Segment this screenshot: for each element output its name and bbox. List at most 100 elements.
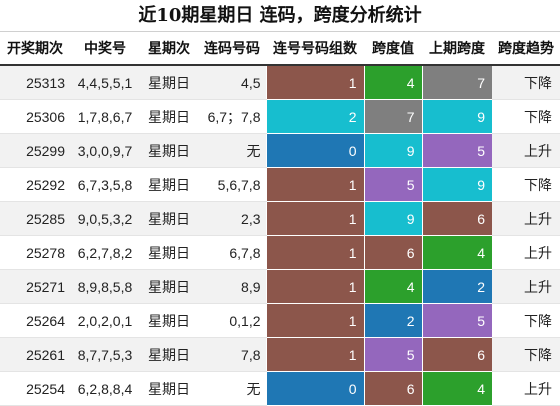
cell-trend: 上升 — [492, 235, 560, 270]
cell-prev-span: 5 — [421, 133, 492, 168]
cell-groups: 0 — [265, 133, 364, 168]
cell-consec: 8,9 — [198, 269, 266, 304]
cell-span: 7 — [363, 99, 422, 134]
stats-table: 开奖期次 中奖号 星期次 连码号码 连号号码组数 跨度值 上期跨度 跨度趋势 2… — [0, 32, 560, 406]
header-issue: 开奖期次 — [0, 32, 70, 66]
cell-trend: 上升 — [492, 201, 560, 236]
cell-span: 9 — [363, 201, 422, 236]
cell-numbers: 4,4,5,5,1 — [70, 65, 140, 100]
cell-weekday: 星期日 — [140, 235, 198, 270]
cell-groups: 1 — [265, 269, 364, 304]
cell-prev-span: 9 — [421, 99, 492, 134]
cell-numbers: 1,7,8,6,7 — [70, 99, 140, 134]
cell-issue: 25261 — [0, 337, 70, 372]
cell-issue: 25313 — [0, 65, 70, 100]
cell-weekday: 星期日 — [140, 303, 198, 338]
cell-groups: 1 — [265, 65, 364, 100]
table-row: 25313 4,4,5,5,1 星期日 4,5 1 4 7 下降 — [0, 65, 560, 100]
cell-groups: 0 — [265, 371, 364, 406]
cell-numbers: 9,0,5,3,2 — [70, 201, 140, 236]
page-title: 近10期星期日 连码，跨度分析统计 — [0, 0, 560, 32]
cell-weekday: 星期日 — [140, 167, 198, 202]
cell-issue: 25306 — [0, 99, 70, 134]
cell-consec: 无 — [198, 371, 266, 406]
cell-consec: 6,7；7,8 — [198, 99, 266, 134]
cell-trend: 下降 — [492, 99, 560, 134]
cell-weekday: 星期日 — [140, 201, 198, 236]
cell-numbers: 8,7,7,5,3 — [70, 337, 140, 372]
cell-issue: 25278 — [0, 235, 70, 270]
cell-numbers: 8,9,8,5,8 — [70, 269, 140, 304]
table-row: 25299 3,0,0,9,7 星期日无 0 9 5 上升 — [0, 133, 560, 168]
cell-consec: 2,3 — [198, 201, 266, 236]
cell-span: 6 — [363, 235, 422, 270]
cell-weekday: 星期日 — [140, 65, 198, 100]
table-row: 25292 6,7,3,5,8 星期日 5,6,7,8 1 5 9 下降 — [0, 167, 560, 202]
cell-span: 5 — [363, 167, 422, 202]
cell-weekday: 星期日 — [140, 337, 198, 372]
cell-prev-span: 2 — [421, 269, 492, 304]
cell-trend: 上升 — [492, 371, 560, 406]
cell-prev-span: 5 — [421, 303, 492, 338]
cell-trend: 上升 — [492, 269, 560, 304]
cell-consec: 6,7,8 — [198, 235, 266, 270]
cell-weekday: 星期日 — [140, 371, 198, 406]
cell-groups: 1 — [265, 167, 364, 202]
cell-issue: 25254 — [0, 371, 70, 406]
cell-consec: 无 — [198, 133, 266, 168]
cell-weekday: 星期日 — [140, 269, 198, 304]
table-row: 25306 1,7,8,6,7 星期日 6,7；7,8 2 7 9 下降 — [0, 99, 560, 134]
cell-consec: 5,6,7,8 — [198, 167, 266, 202]
cell-groups: 1 — [265, 235, 364, 270]
table-row: 25285 9,0,5,3,2 星期日 2,3 1 9 6 上升 — [0, 201, 560, 236]
header-weekday: 星期次 — [140, 32, 198, 66]
cell-numbers: 6,2,7,8,2 — [70, 235, 140, 270]
header-groups: 连号号码组数 — [266, 32, 364, 66]
cell-groups: 1 — [265, 337, 364, 372]
cell-prev-span: 7 — [421, 65, 492, 100]
cell-issue: 25285 — [0, 201, 70, 236]
cell-issue: 25292 — [0, 167, 70, 202]
cell-prev-span: 4 — [421, 371, 492, 406]
cell-trend: 上升 — [492, 133, 560, 168]
cell-span: 5 — [363, 337, 422, 372]
table-row: 25278 6,2,7,8,2 星期日 6,7,8 1 6 4 上升 — [0, 235, 560, 270]
cell-trend: 下降 — [492, 303, 560, 338]
table-row: 25271 8,9,8,5,8 星期日 8,9 1 4 2 上升 — [0, 269, 560, 304]
table-row: 25254 6,2,8,8,4 星期日无 0 6 4 上升 — [0, 371, 560, 406]
cell-groups: 2 — [265, 99, 364, 134]
header-trend: 跨度趋势 — [492, 32, 560, 66]
cell-weekday: 星期日 — [140, 99, 198, 134]
header-row: 开奖期次 中奖号 星期次 连码号码 连号号码组数 跨度值 上期跨度 跨度趋势 — [0, 32, 560, 66]
cell-consec: 0,1,2 — [198, 303, 266, 338]
cell-groups: 1 — [265, 303, 364, 338]
cell-span: 2 — [363, 303, 422, 338]
cell-consec: 4,5 — [198, 65, 266, 100]
cell-numbers: 6,7,3,5,8 — [70, 167, 140, 202]
cell-span: 4 — [363, 65, 422, 100]
cell-prev-span: 6 — [421, 201, 492, 236]
cell-consec: 7,8 — [198, 337, 266, 372]
cell-groups: 1 — [265, 201, 364, 236]
cell-weekday: 星期日 — [140, 133, 198, 168]
cell-trend: 下降 — [492, 337, 560, 372]
cell-span: 4 — [363, 269, 422, 304]
cell-trend: 下降 — [492, 167, 560, 202]
cell-issue: 25271 — [0, 269, 70, 304]
cell-numbers: 3,0,0,9,7 — [70, 133, 140, 168]
header-span: 跨度值 — [364, 32, 422, 66]
table-row: 25264 2,0,2,0,1 星期日 0,1,2 1 2 5 下降 — [0, 303, 560, 338]
cell-trend: 下降 — [492, 65, 560, 100]
cell-issue: 25299 — [0, 133, 70, 168]
cell-numbers: 6,2,8,8,4 — [70, 371, 140, 406]
cell-span: 9 — [363, 133, 422, 168]
table-row: 25261 8,7,7,5,3 星期日 7,8 1 5 6 下降 — [0, 337, 560, 372]
header-numbers: 中奖号 — [70, 32, 140, 66]
cell-numbers: 2,0,2,0,1 — [70, 303, 140, 338]
cell-prev-span: 9 — [421, 167, 492, 202]
header-consec: 连码号码 — [198, 32, 266, 66]
cell-prev-span: 4 — [421, 235, 492, 270]
header-prev-span: 上期跨度 — [422, 32, 492, 66]
cell-issue: 25264 — [0, 303, 70, 338]
cell-prev-span: 6 — [421, 337, 492, 372]
